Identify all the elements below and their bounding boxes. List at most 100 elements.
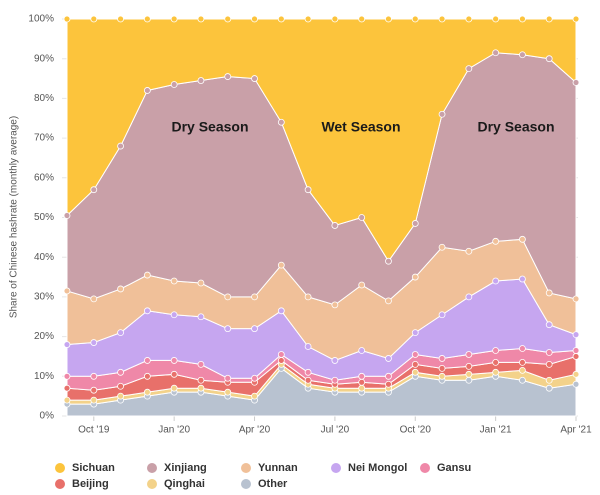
point [572,331,580,339]
point [170,15,178,23]
point [63,212,71,219]
point [331,15,339,23]
point [465,65,473,73]
y-axis-label: Share of Chinese hashrate (monthly avera… [9,116,20,318]
point [277,261,285,269]
point [331,376,339,384]
point [465,376,473,384]
legend-swatch [147,479,157,489]
point [224,388,232,396]
point [277,351,285,358]
point [465,247,473,255]
point [143,87,151,94]
point [572,295,580,303]
legend-swatch [55,463,65,473]
point [251,75,258,82]
legend-label: Nei Mongol [348,462,407,474]
point [411,15,419,23]
point [251,392,258,400]
legend-label: Sichuan [72,462,115,474]
point [304,343,312,350]
point [197,279,205,287]
point [358,15,366,23]
point [90,186,98,194]
point [197,313,205,321]
point [519,366,526,374]
point [90,372,98,380]
point [492,15,500,23]
point [438,355,446,362]
point [277,307,285,315]
point [63,341,71,348]
point [170,311,178,319]
legend-swatch [420,463,430,473]
point [117,15,124,23]
point [438,311,446,319]
point [143,271,151,279]
point [90,386,98,394]
point [572,79,580,86]
point [224,73,232,80]
point [492,368,500,376]
point [331,222,339,229]
point [465,362,473,370]
point [385,380,392,388]
point [197,376,205,384]
point [519,359,526,366]
point [545,360,553,368]
y-tick-label: 90% [34,53,54,64]
point [304,15,312,23]
point [572,380,580,388]
point [411,360,419,368]
x-tick-label: Apr '21 [560,425,592,436]
point [519,15,526,23]
point [411,368,419,376]
point [251,374,258,382]
x-tick-label: Jan '21 [480,425,512,436]
point [143,388,151,396]
point [197,360,205,368]
x-tick-label: Oct '20 [400,425,432,436]
point [170,277,178,285]
point [545,384,553,392]
point [304,376,312,384]
point [545,321,553,329]
legend-label: Qinghai [164,478,205,490]
point [519,376,526,384]
point [438,364,446,372]
point [143,307,151,315]
point [465,351,473,358]
point [545,349,553,356]
y-tick-label: 80% [34,93,54,104]
point [117,368,124,376]
point [358,347,366,354]
x-tick-label: Jan '20 [158,425,190,436]
x-tick-label: Jul '20 [321,425,350,436]
point [545,289,553,297]
point [117,285,124,293]
point [545,15,553,23]
legend-label: Other [258,478,288,490]
point [277,357,285,364]
point [438,15,446,23]
y-tick-label: 70% [34,133,54,144]
point [465,293,473,301]
point [385,372,392,380]
point [90,339,98,346]
point [304,293,312,301]
point [411,220,419,227]
point [411,329,419,337]
y-tick-label: 50% [34,212,54,223]
legend-label: Beijing [72,478,109,490]
y-tick-label: 100% [28,14,54,25]
point [519,235,526,243]
point [197,77,205,84]
y-tick-label: 30% [34,292,54,303]
point [331,301,339,309]
point [251,15,258,23]
point [117,392,124,400]
point [492,277,500,285]
point [385,355,392,362]
point [331,357,339,364]
point [358,378,366,386]
